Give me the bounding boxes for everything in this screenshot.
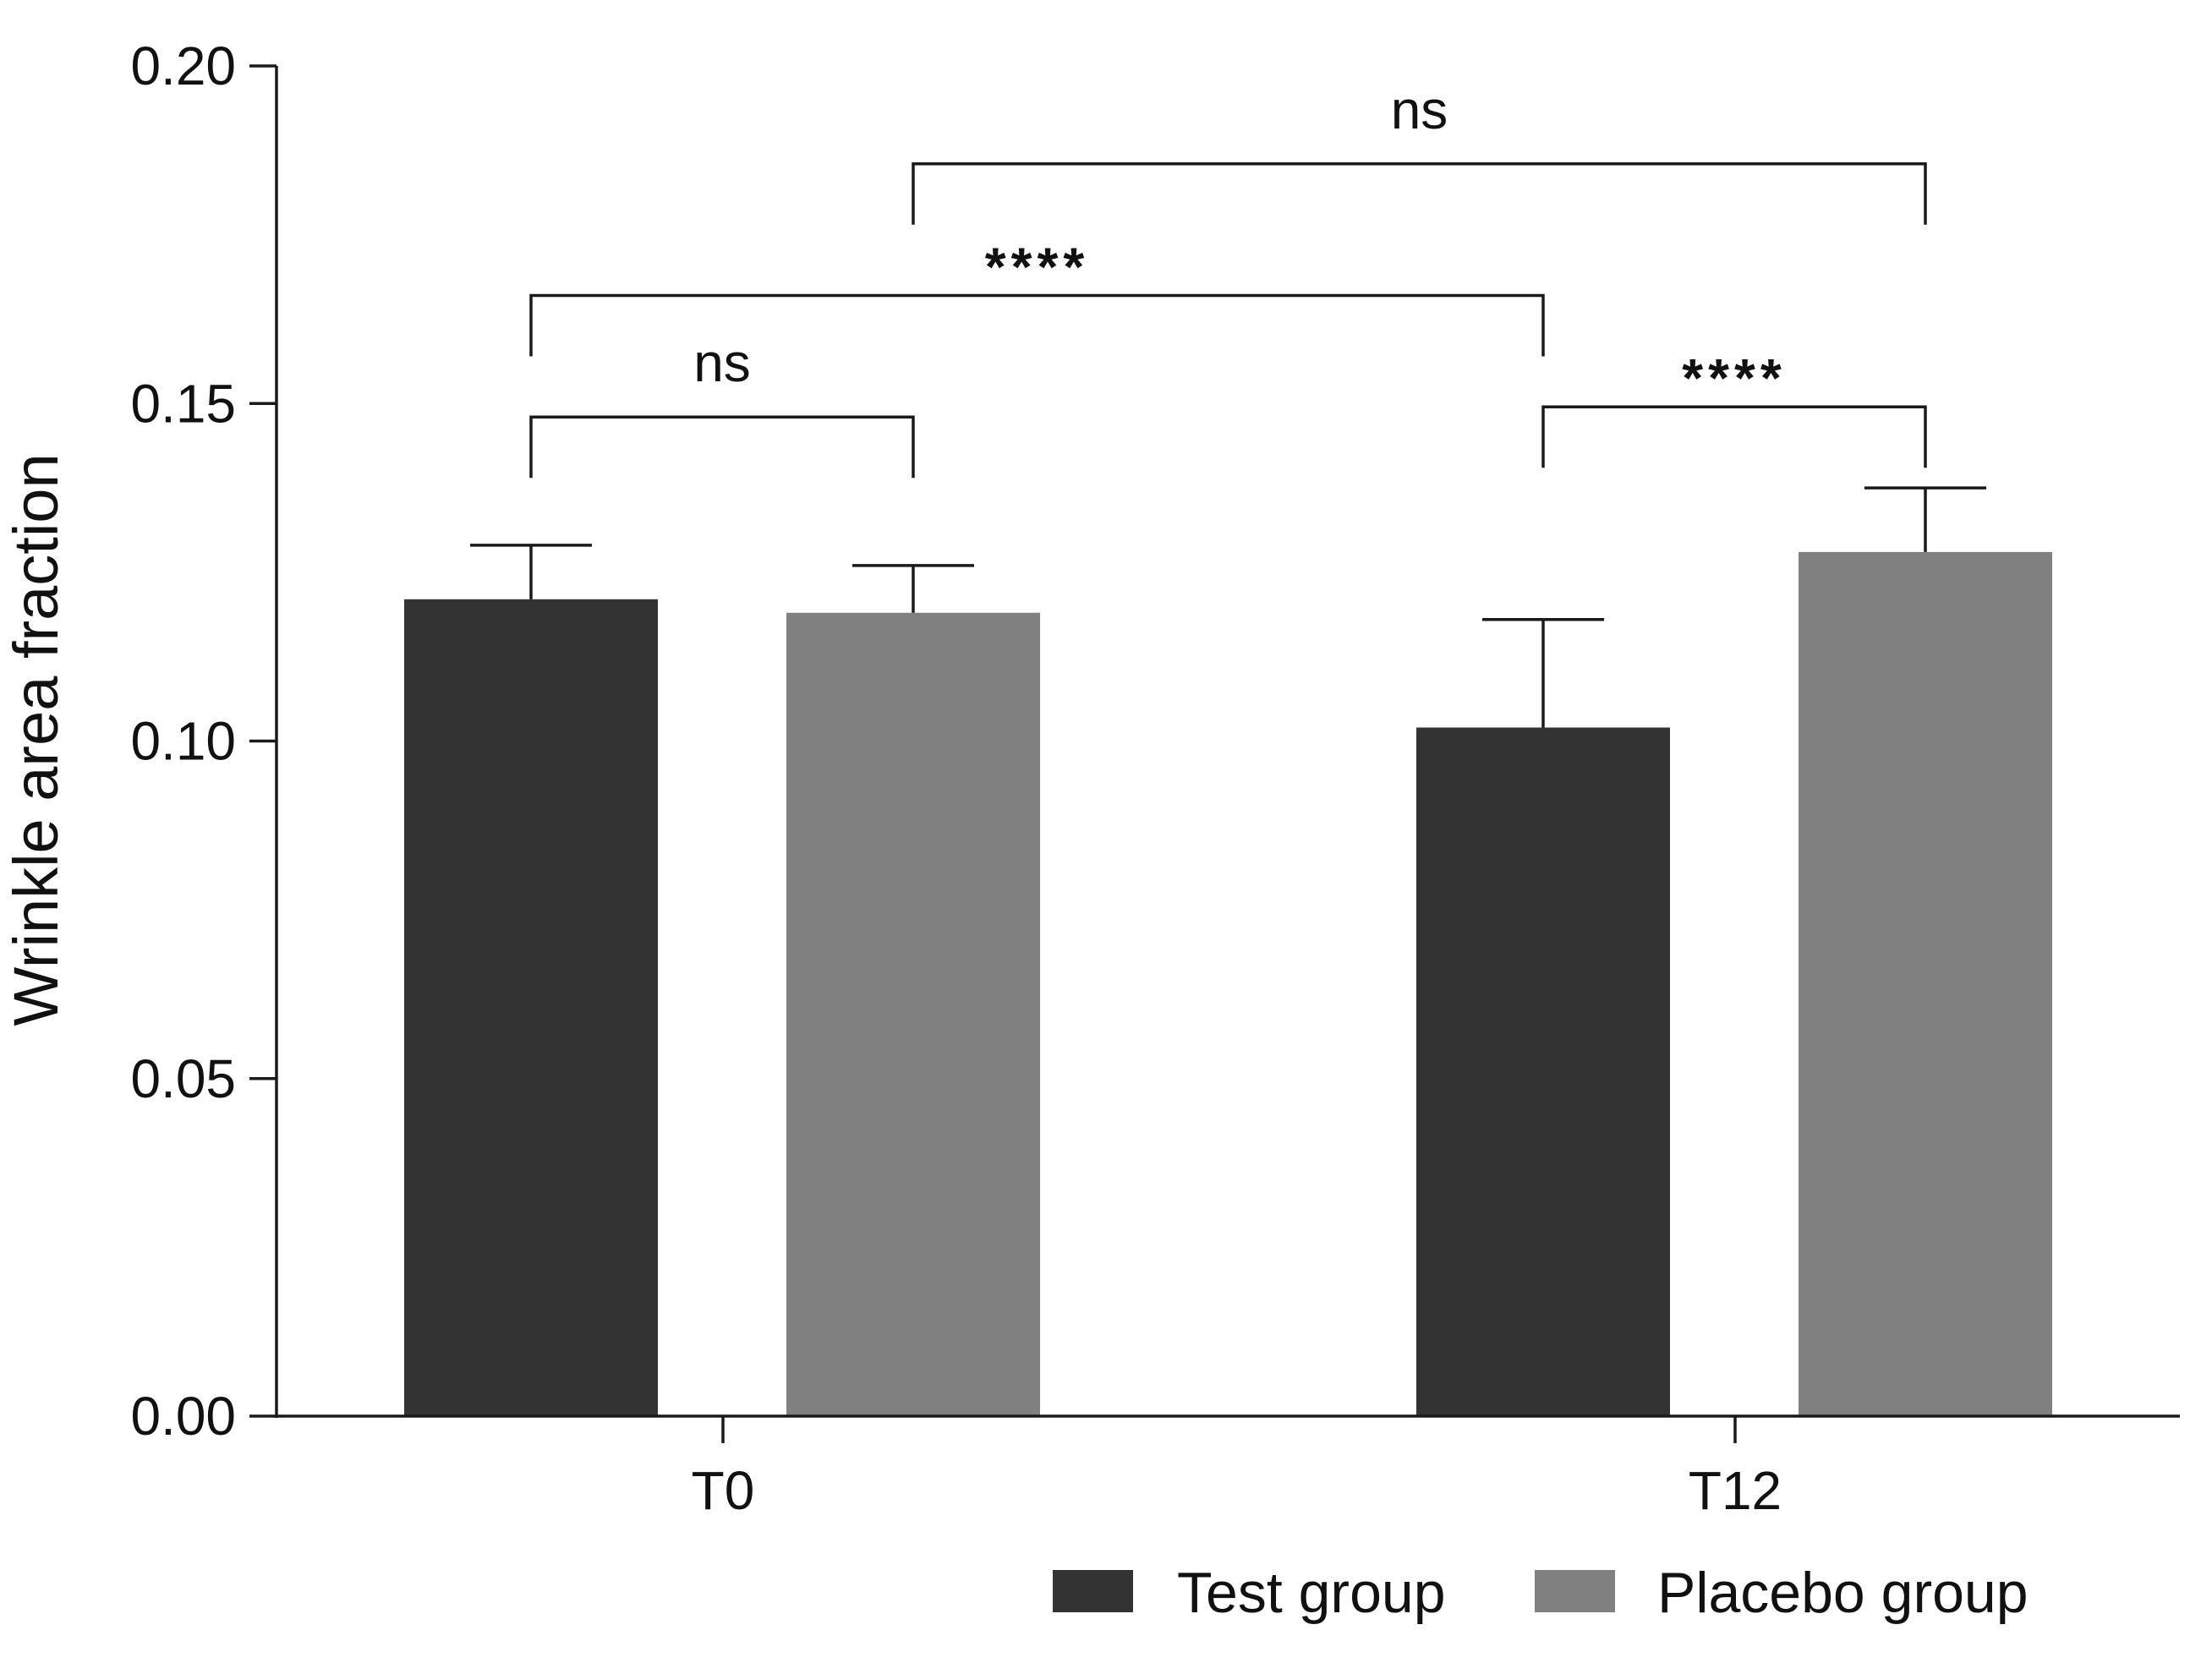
y-tick-label: 0.05 [130, 1048, 236, 1109]
y-tick-label: 0.10 [130, 711, 236, 772]
x-tick-label-t12: T12 [1689, 1460, 1782, 1521]
bar-t12-placebo-group [1799, 551, 2052, 1416]
bar-t0-test-group [404, 599, 658, 1416]
legend-swatch-placebo-group [1535, 1570, 1615, 1612]
x-tick-label-t0: T0 [692, 1460, 755, 1521]
significance-label: ns [693, 332, 751, 393]
bar-t0-placebo-group [786, 612, 1040, 1416]
significance-bracket [1541, 405, 1927, 468]
plot-area: 0.00 0.05 0.10 0.15 0.20 T0 T12 ns **** ns **** Tes… [130, 36, 2180, 1625]
significance-bracket [912, 162, 1927, 225]
y-axis-title: Wrinkle area fraction [1, 453, 71, 1026]
significance-bracket [529, 415, 915, 479]
significance-label: **** [1682, 347, 1787, 408]
legend-label-placebo-group: Placebo group [1657, 1561, 2029, 1625]
y-tick-label: 0.15 [130, 373, 236, 434]
legend-swatch-test-group [1053, 1570, 1133, 1612]
y-tick-label: 0.00 [130, 1386, 236, 1447]
significance-bracket [529, 293, 1545, 357]
significance-label: **** [985, 236, 1090, 297]
bar-t12-test-group [1416, 727, 1670, 1416]
legend-label-test-group: Test group [1177, 1561, 1446, 1625]
significance-label: ns [1391, 79, 1448, 140]
y-tick-label: 0.20 [130, 36, 236, 96]
